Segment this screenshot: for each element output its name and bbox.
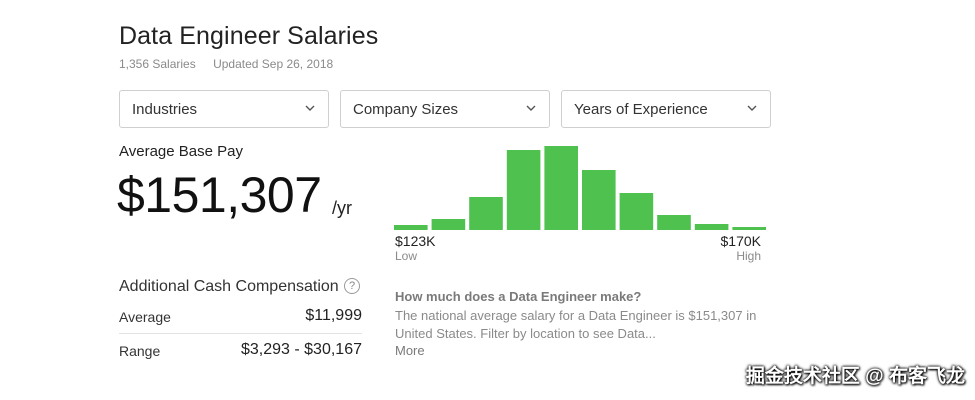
pay-unit: /yr bbox=[332, 198, 352, 218]
chevron-down-icon bbox=[305, 105, 315, 111]
additional-cash-title: Additional Cash Compensation bbox=[119, 278, 339, 295]
chevron-down-icon bbox=[747, 105, 757, 111]
histogram-bar bbox=[619, 193, 654, 230]
row-label: Range bbox=[119, 343, 161, 359]
row-value: $11,999 bbox=[305, 307, 362, 324]
histogram-high-value: $170K bbox=[720, 233, 761, 249]
salary-histogram bbox=[394, 146, 766, 230]
dropdown-label: Industries bbox=[132, 101, 198, 118]
faq-more-link[interactable]: More bbox=[395, 343, 425, 358]
industries-dropdown[interactable]: Industries bbox=[119, 90, 329, 128]
years-of-experience-dropdown[interactable]: Years of Experience bbox=[561, 90, 771, 128]
page-meta: 1,356 Salaries Updated Sep 26, 2018 bbox=[119, 57, 333, 71]
dropdown-label: Company Sizes bbox=[353, 101, 459, 118]
dropdown-label: Years of Experience bbox=[574, 101, 708, 118]
salaries-count: 1,356 Salaries bbox=[119, 57, 196, 71]
histogram-bar bbox=[657, 215, 691, 230]
histogram-bar bbox=[431, 219, 466, 230]
page-title: Data Engineer Salaries bbox=[119, 22, 379, 50]
row-label: Average bbox=[119, 309, 171, 325]
histogram-low-label: Low bbox=[395, 249, 418, 263]
histogram-bar bbox=[732, 227, 766, 230]
histogram-bar bbox=[694, 224, 729, 230]
histogram-bar bbox=[582, 170, 616, 230]
histogram-bar bbox=[544, 146, 578, 230]
histogram-bar bbox=[506, 150, 541, 230]
cash-average-row: Average $11,999 bbox=[119, 301, 362, 334]
histogram-low-value: $123K bbox=[395, 233, 436, 249]
faq-question: How much does a Data Engineer make? bbox=[395, 289, 642, 304]
updated-date: Updated Sep 26, 2018 bbox=[213, 57, 334, 71]
cash-range-row: Range $3,293 - $30,167 bbox=[119, 335, 362, 367]
histogram-bar bbox=[469, 197, 503, 230]
help-icon[interactable]: ? bbox=[344, 278, 360, 294]
average-base-pay-label: Average Base Pay bbox=[119, 143, 243, 160]
faq-answer: The national average salary for a Data E… bbox=[395, 308, 757, 341]
company-sizes-dropdown[interactable]: Company Sizes bbox=[340, 90, 550, 128]
chevron-down-icon bbox=[526, 105, 536, 111]
watermark: 掘金技术社区 @ 布客飞龙 bbox=[745, 366, 965, 387]
row-value: $3,293 - $30,167 bbox=[241, 341, 362, 358]
histogram-high-label: High bbox=[736, 249, 761, 263]
average-base-pay-value: $151,307 bbox=[117, 167, 322, 223]
histogram-bar bbox=[394, 225, 428, 230]
